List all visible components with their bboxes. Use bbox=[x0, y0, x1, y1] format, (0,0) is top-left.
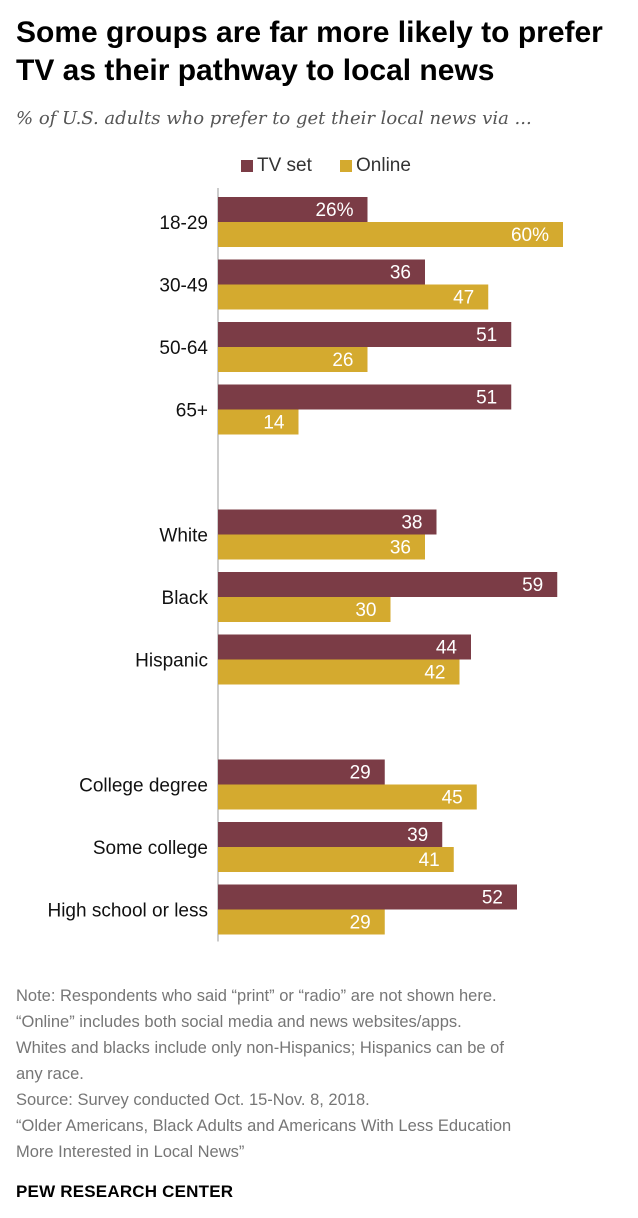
data-label-tv-set-30-49: 36 bbox=[390, 263, 411, 284]
note-line: Whites and blacks include only non-Hispa… bbox=[16, 1039, 504, 1057]
bar-tv-set-18-29 bbox=[218, 197, 368, 222]
report-title-line: More Interested in Local News” bbox=[16, 1143, 245, 1161]
bar-online-some-college bbox=[218, 847, 454, 872]
data-label-online-65-: 14 bbox=[263, 413, 285, 434]
data-label-tv-set-65-: 51 bbox=[476, 388, 497, 409]
data-label-tv-set-black: 59 bbox=[522, 575, 543, 596]
data-label-tv-set-50-64: 51 bbox=[476, 325, 497, 346]
category-label-30-49: 30-49 bbox=[159, 276, 208, 297]
data-label-online-black: 30 bbox=[355, 600, 376, 621]
bar-tv-set-some-college bbox=[218, 822, 443, 847]
data-label-online-some-college: 41 bbox=[419, 850, 440, 871]
legend-swatch-tv-set bbox=[241, 160, 253, 172]
category-label-black: Black bbox=[162, 588, 209, 609]
category-label-hispanic: Hispanic bbox=[135, 651, 208, 672]
bar-tv-set-college-degree bbox=[218, 759, 385, 785]
bar-online-50-64 bbox=[218, 347, 368, 372]
bar-tv-set-white bbox=[218, 509, 437, 535]
bar-tv-set-hispanic bbox=[218, 634, 471, 660]
category-label-65-: 65+ bbox=[176, 401, 208, 422]
source-line: Source: Survey conducted Oct. 15-Nov. 8,… bbox=[16, 1091, 370, 1109]
legend-swatch-online bbox=[340, 160, 352, 172]
note-line: any race. bbox=[16, 1065, 84, 1083]
bar-tv-set-30-49 bbox=[218, 259, 425, 285]
data-label-online-50-64: 26 bbox=[332, 350, 353, 371]
chart-subtitle: % of U.S. adults who prefer to get their… bbox=[16, 108, 532, 129]
data-label-online-college-degree: 45 bbox=[442, 788, 463, 809]
category-label-some-college: Some college bbox=[93, 838, 208, 859]
category-label-18-29: 18-29 bbox=[159, 213, 208, 234]
data-label-tv-set-some-college: 39 bbox=[407, 825, 428, 846]
bar-online-black bbox=[218, 597, 391, 622]
bar-online-30-49 bbox=[218, 284, 489, 310]
category-label-high-school-or-less: High school or less bbox=[47, 901, 208, 922]
bar-tv-set-black bbox=[218, 572, 558, 597]
chart-title: Some groups are far more likely to prefe… bbox=[16, 16, 603, 87]
data-label-tv-set-hispanic: 44 bbox=[436, 638, 458, 659]
data-label-tv-set-white: 38 bbox=[401, 513, 422, 534]
bar-online-hispanic bbox=[218, 659, 460, 685]
bar-online-white bbox=[218, 534, 425, 560]
data-label-online-high-school-or-less: 29 bbox=[350, 913, 371, 934]
data-label-online-18-29: 60% bbox=[511, 225, 549, 246]
bar-tv-set-65- bbox=[218, 384, 512, 410]
category-label-college-degree: College degree bbox=[79, 776, 208, 797]
category-label-50-64: 50-64 bbox=[159, 338, 208, 359]
report-title-line: “Older Americans, Black Adults and Ameri… bbox=[16, 1117, 512, 1135]
bar-online-18-29 bbox=[218, 222, 563, 247]
note-line: “Online” includes both social media and … bbox=[16, 1013, 462, 1031]
bar-chart: TV set Online 18-29 26% 60% 30-49 36 47 50-64 51 2… bbox=[47, 155, 563, 942]
bar-tv-set-high-school-or-less bbox=[218, 884, 517, 910]
category-label-white: White bbox=[159, 526, 208, 547]
data-label-tv-set-18-29: 26% bbox=[315, 200, 353, 221]
data-label-tv-set-college-degree: 29 bbox=[350, 763, 371, 784]
legend-label-tv-set: TV set bbox=[257, 155, 313, 176]
data-label-online-white: 36 bbox=[390, 538, 411, 559]
bar-online-65- bbox=[218, 409, 299, 435]
data-label-tv-set-high-school-or-less: 52 bbox=[482, 888, 503, 909]
bar-online-high-school-or-less bbox=[218, 909, 385, 935]
chart-notes: Note: Respondents who said “print” or “r… bbox=[16, 983, 628, 1165]
data-label-online-30-49: 47 bbox=[453, 288, 474, 309]
data-label-online-hispanic: 42 bbox=[424, 663, 445, 684]
bar-tv-set-50-64 bbox=[218, 322, 512, 347]
note-line: Note: Respondents who said “print” or “r… bbox=[16, 987, 497, 1005]
pew-research-center-logo: PEW RESEARCH CENTER bbox=[16, 1182, 234, 1201]
bar-online-college-degree bbox=[218, 784, 477, 810]
legend-label-online: Online bbox=[356, 155, 411, 176]
